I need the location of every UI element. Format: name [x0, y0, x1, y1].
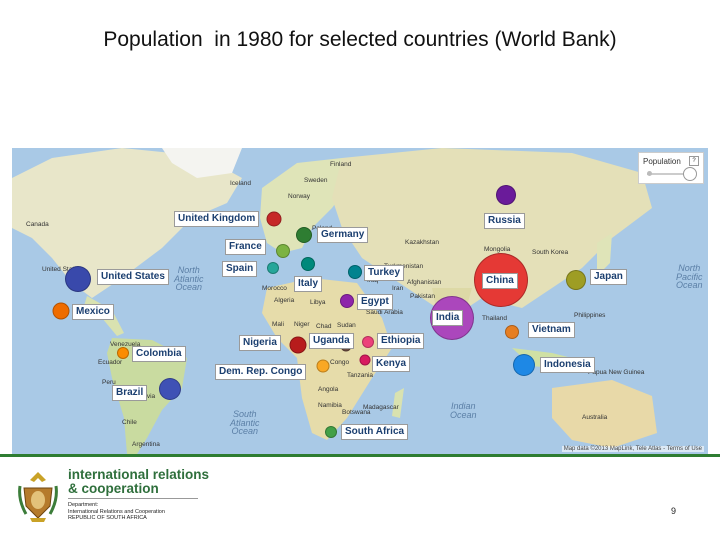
- place-label: Morocco: [262, 285, 287, 292]
- bubble-russia[interactable]: [496, 185, 516, 205]
- place-label: Botswana: [342, 409, 371, 416]
- country-label-uganda[interactable]: Uganda: [309, 333, 354, 349]
- country-label-ethiopia[interactable]: Ethiopia: [377, 333, 425, 349]
- bubble-germany[interactable]: [296, 227, 312, 243]
- country-label-vietnam[interactable]: Vietnam: [528, 322, 575, 338]
- place-label: Niger: [294, 321, 310, 328]
- bubble-italy[interactable]: [301, 257, 315, 271]
- legend-large-dot: [683, 167, 697, 181]
- country-label-spain[interactable]: Spain: [222, 261, 258, 277]
- place-label: Pakistan: [410, 293, 435, 300]
- country-label-south-africa[interactable]: South Africa: [341, 424, 409, 440]
- bubble-us[interactable]: [65, 266, 91, 292]
- place-label: Saudi Arabia: [366, 309, 403, 316]
- place-label: Papua New Guinea: [588, 369, 645, 376]
- footer-divider: [0, 454, 720, 457]
- bubble-vietnam[interactable]: [505, 325, 519, 339]
- country-label-brazil[interactable]: Brazil: [112, 385, 148, 401]
- ocean-label: Indian Ocean: [450, 401, 477, 420]
- place-label: Libya: [310, 299, 326, 306]
- country-label-turkey[interactable]: Turkey: [364, 265, 405, 281]
- place-label: Norway: [288, 193, 311, 200]
- bubble-nigeria[interactable]: [289, 336, 307, 354]
- department-logo: international relations & cooperation De…: [12, 466, 209, 528]
- bubble-ethiopia[interactable]: [362, 336, 374, 348]
- bubble-egypt[interactable]: [340, 294, 354, 308]
- country-label-germany[interactable]: Germany: [317, 227, 369, 243]
- department-title: international relations & cooperation: [68, 467, 210, 496]
- country-label-india[interactable]: India: [432, 310, 464, 326]
- country-label-mexico[interactable]: Mexico: [72, 304, 114, 320]
- help-icon[interactable]: ?: [689, 156, 699, 166]
- bubble-france[interactable]: [276, 244, 290, 258]
- bubble-japan[interactable]: [566, 270, 586, 290]
- bubble-drc[interactable]: [316, 359, 330, 373]
- place-label: Canada: [26, 221, 49, 228]
- place-label: Iceland: [230, 180, 251, 187]
- bubble-brazil[interactable]: [159, 378, 181, 400]
- country-label-colombia[interactable]: Colombia: [132, 346, 186, 362]
- country-label-italy[interactable]: Italy: [294, 276, 323, 292]
- bubble-south-africa[interactable]: [325, 426, 337, 438]
- place-label: Venezuela: [110, 341, 141, 348]
- place-label: Chile: [122, 419, 137, 426]
- bubble-kenya[interactable]: [359, 354, 371, 366]
- legend-title: Population: [643, 157, 681, 166]
- country-label-egypt[interactable]: Egypt: [357, 294, 393, 310]
- place-label: Sweden: [304, 177, 328, 184]
- world-map[interactable]: Finland Sweden Iceland Norway Canada Uni…: [12, 148, 708, 454]
- ocean-label: North Pacific Ocean: [676, 263, 703, 291]
- ocean-label: South Atlantic Ocean: [230, 409, 260, 437]
- place-label: Finland: [330, 161, 352, 168]
- country-label-japan[interactable]: Japan: [590, 269, 627, 285]
- place-label: Ecuador: [98, 359, 123, 366]
- place-label: Australia: [582, 414, 608, 421]
- place-label: Algeria: [274, 297, 295, 304]
- country-label-france[interactable]: France: [225, 239, 266, 255]
- legend-scale-bar: [647, 173, 687, 175]
- country-label-china[interactable]: China: [482, 273, 518, 289]
- bubble-uk[interactable]: [266, 211, 282, 227]
- bubble-turkey[interactable]: [348, 265, 362, 279]
- place-label: Kazakhstan: [405, 239, 439, 246]
- map-attribution[interactable]: Map data ©2013 MapLink, Tele Atlas - Ter…: [561, 446, 704, 452]
- country-label-nigeria[interactable]: Nigeria: [239, 335, 281, 351]
- place-label: Argentina: [132, 441, 160, 448]
- country-label-drc[interactable]: Dem. Rep. Congo: [215, 364, 307, 380]
- page-number: 9: [670, 506, 676, 516]
- place-label: Congo: [330, 359, 350, 366]
- place-label: Madagascar: [363, 404, 399, 411]
- coat-of-arms-icon: [18, 472, 58, 522]
- place-label: South Korea: [532, 249, 569, 256]
- country-label-us[interactable]: United States: [97, 269, 169, 285]
- place-label: Angola: [318, 386, 339, 393]
- ocean-label: North Atlantic Ocean: [174, 265, 204, 293]
- country-label-russia[interactable]: Russia: [484, 213, 525, 229]
- slide-title: Population in 1980 for selected countrie…: [103, 28, 617, 51]
- place-label: Iran: [392, 285, 404, 292]
- place-label: Afghanistan: [407, 279, 442, 286]
- place-label: Chad: [316, 323, 332, 330]
- country-label-indonesia[interactable]: Indonesia: [540, 357, 595, 373]
- department-divider: [68, 498, 198, 499]
- place-label: Tanzania: [347, 372, 374, 379]
- place-label: Mali: [272, 321, 284, 328]
- place-label: Philippines: [574, 312, 606, 319]
- bubble-mexico[interactable]: [52, 302, 70, 320]
- place-label: Peru: [102, 379, 116, 386]
- bubble-spain[interactable]: [267, 262, 279, 274]
- place-label: Mongolia: [484, 246, 511, 253]
- bubble-indonesia[interactable]: [513, 354, 535, 376]
- department-subtitle: Department: International Relations and …: [68, 502, 165, 521]
- size-legend[interactable]: Population ?: [638, 152, 704, 184]
- place-label: United States: [42, 266, 82, 273]
- country-label-uk[interactable]: United Kingdom: [174, 211, 260, 227]
- place-label: Thailand: [482, 315, 507, 322]
- bubble-colombia[interactable]: [117, 347, 129, 359]
- country-label-kenya[interactable]: Kenya: [372, 356, 411, 372]
- place-label: Sudan: [337, 322, 356, 329]
- place-label: Namibia: [318, 402, 342, 409]
- legend-small-dot: [647, 171, 652, 176]
